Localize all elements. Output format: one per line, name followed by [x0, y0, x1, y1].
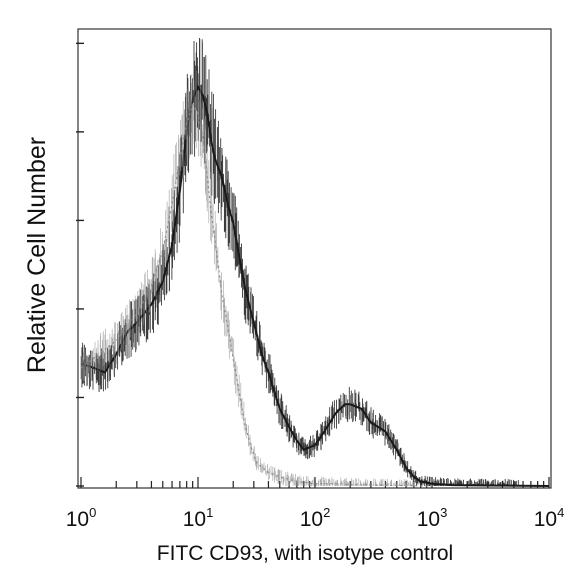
x-tick-label: 103 [417, 505, 448, 531]
series-layer [80, 38, 550, 487]
x-tick-labels: 100 101 102 103 104 [66, 505, 565, 531]
series-noise [81, 70, 415, 486]
x-tick-label: 102 [300, 505, 331, 531]
series-0 [80, 38, 550, 487]
x-axis-label: FITC CD93, with isotype control [157, 542, 453, 565]
y-axis-label: Relative Cell Number [23, 137, 51, 373]
series-noise [80, 38, 519, 486]
series-1 [80, 70, 433, 487]
x-tick-label: 100 [66, 505, 97, 531]
x-tick-label: 101 [183, 505, 214, 531]
x-tick-label: 104 [534, 505, 565, 531]
y-axis-ticks [76, 42, 84, 487]
plot-frame [77, 28, 552, 489]
